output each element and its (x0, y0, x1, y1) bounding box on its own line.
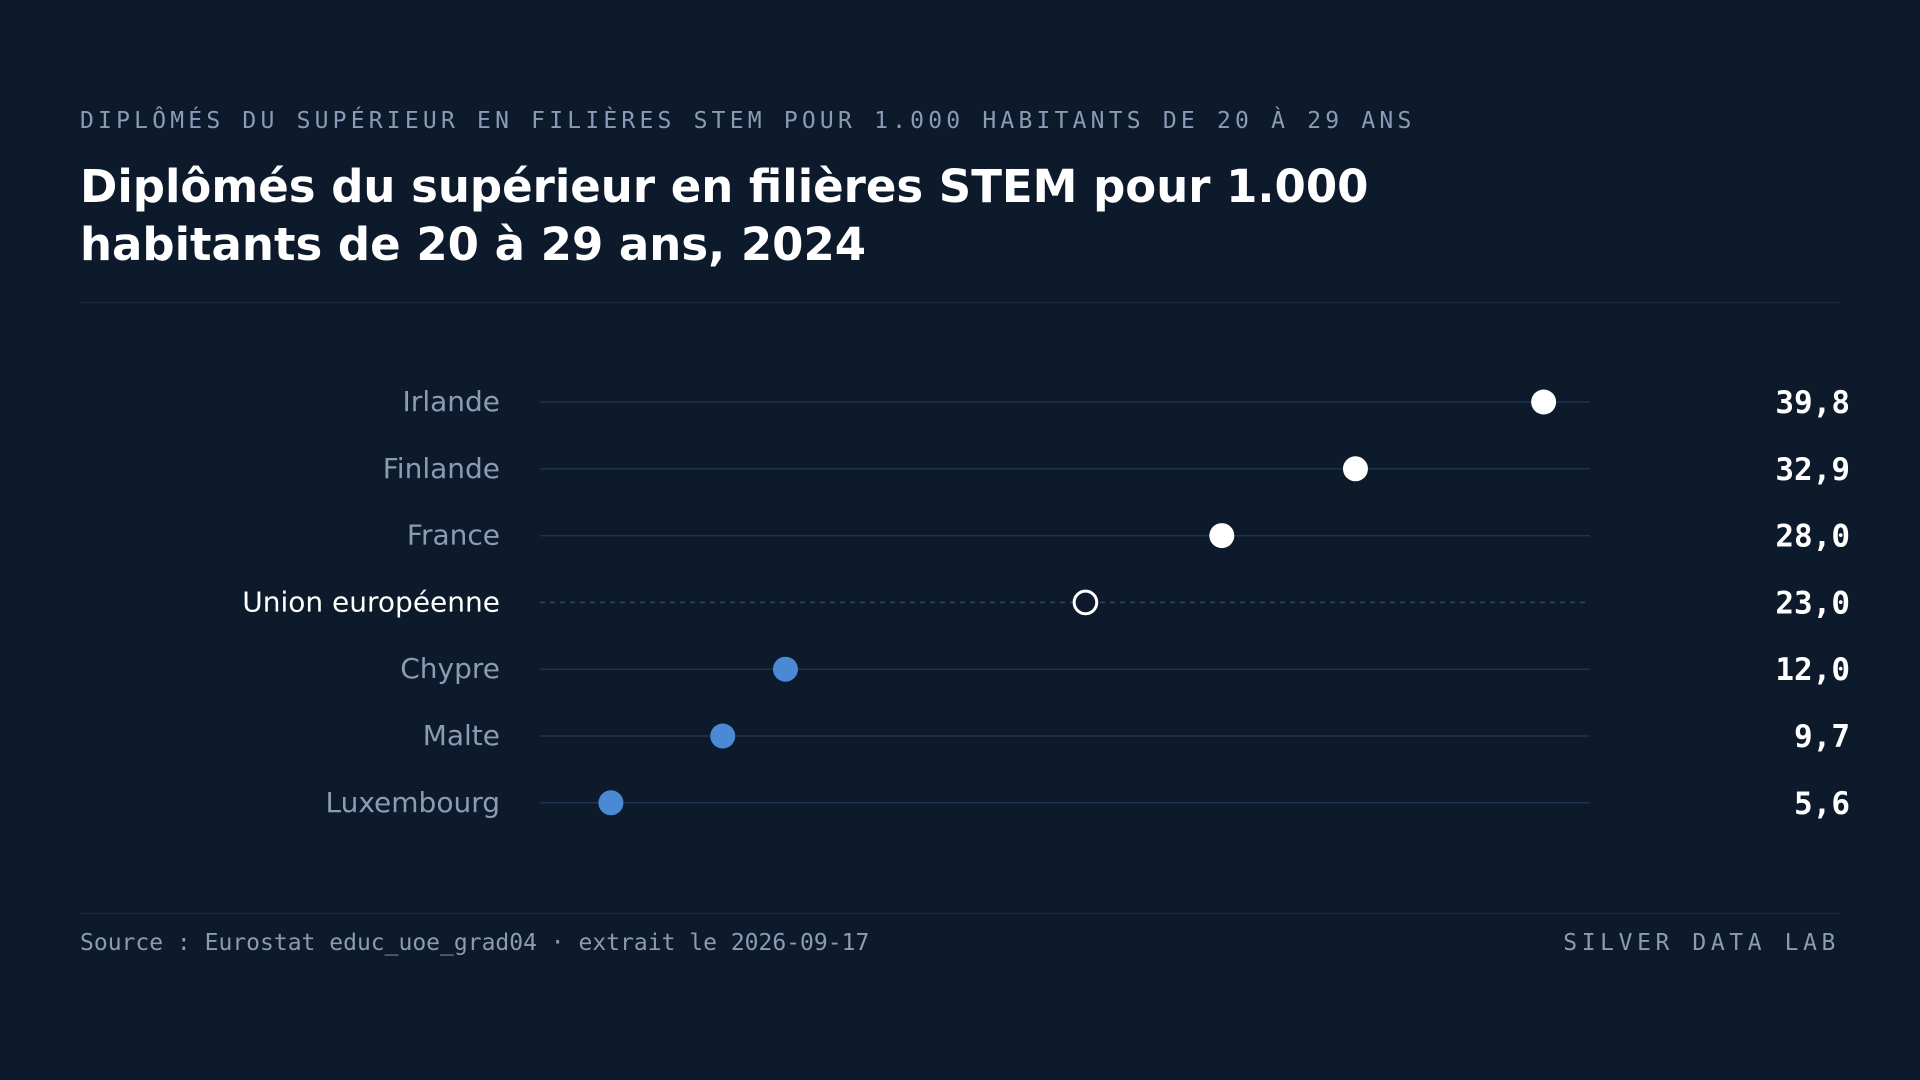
category-label-chypre: Chypre (400, 652, 500, 685)
chart-kicker: DIPLÔMÉS DU SUPÉRIEUR EN FILIÈRES STEM P… (80, 108, 1416, 134)
value-label-union-europeenne: 23,0 (1775, 585, 1850, 621)
category-label-irlande: Irlande (403, 385, 500, 418)
category-label-finlande: Finlande (383, 452, 500, 485)
data-point-finlande (1342, 456, 1368, 482)
value-label-malte: 9,7 (1794, 719, 1850, 755)
data-point-chypre (772, 656, 798, 682)
data-point-luxembourg (598, 790, 624, 816)
category-label-france: France (407, 519, 500, 552)
value-label-finlande: 32,9 (1775, 452, 1850, 488)
value-label-luxembourg: 5,6 (1794, 786, 1850, 822)
data-point-france (1209, 523, 1235, 549)
data-point-malte (710, 723, 736, 749)
chart-title: Diplômés du supérieur en filières STEM p… (80, 160, 1369, 271)
source-note: Source : Eurostat educ_uoe_grad04 · extr… (80, 930, 870, 956)
data-point-irlande (1531, 389, 1557, 415)
data-point-union-europeenne (1072, 589, 1099, 616)
category-label-luxembourg: Luxembourg (325, 786, 500, 819)
brand-label: SILVER DATA LAB (1563, 930, 1840, 956)
value-label-irlande: 39,8 (1775, 385, 1850, 421)
category-label-union-europeenne: Union européenne (242, 585, 500, 618)
value-label-france: 28,0 (1775, 519, 1850, 555)
header-divider (80, 302, 1840, 303)
category-label-malte: Malte (423, 719, 500, 752)
footer-divider (80, 913, 1840, 914)
value-label-chypre: 12,0 (1775, 652, 1850, 688)
